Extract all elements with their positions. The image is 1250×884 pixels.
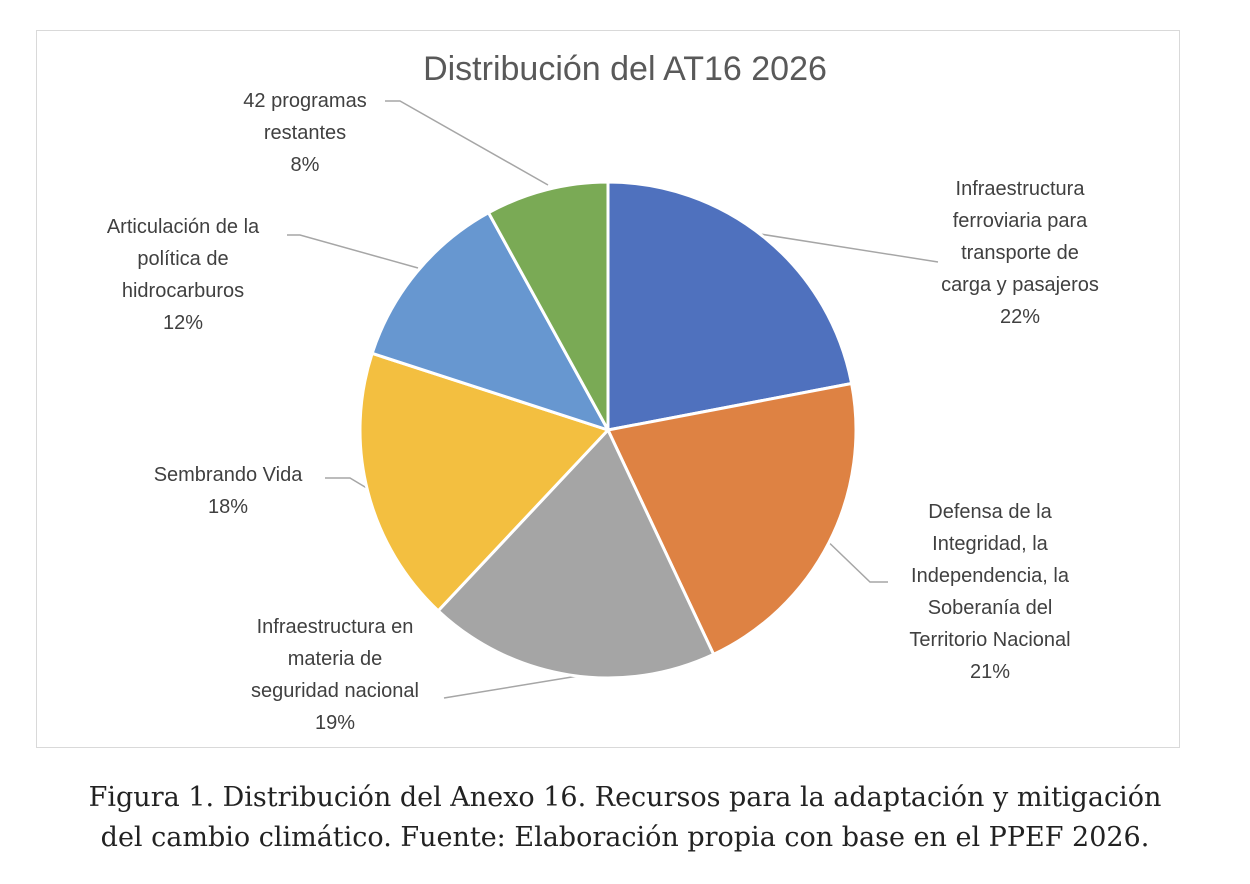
leader-line-ferroviaria (759, 233, 939, 263)
slice-label-defensa: Defensa de la Integridad, la Independenc… (909, 501, 1071, 683)
leader-line-seguridad (443, 675, 579, 699)
pie-slice-sembrando-vida (358, 351, 610, 613)
figure-caption: Figura 1. Distribución del Anexo 16. Rec… (0, 778, 1250, 858)
slice-label-ferroviaria: Infraestructura ferroviaria para transpo… (941, 178, 1099, 328)
pie-slices (358, 180, 858, 680)
slice-label-hidrocarburos: Articulación de la política de hidrocarb… (106, 216, 260, 334)
slice-label-seguridad: Infraestructura en materia de seguridad … (251, 616, 419, 734)
chart-title: Distribución del AT16 2026 (423, 50, 827, 88)
caption-line: Figura 1. Distribución del Anexo 16. Rec… (88, 782, 1162, 813)
leader-line-sembrando-vida (325, 477, 371, 491)
pie-slice-restantes (487, 180, 610, 432)
pie-slice-seguridad (436, 428, 716, 680)
pie-slice-hidrocarburos (370, 211, 610, 432)
slice-label-restantes: 42 programas restantes 8% (243, 90, 367, 176)
leader-line-hidrocarburos (287, 234, 419, 269)
leader-line-restantes (385, 100, 549, 186)
leader-lines (287, 100, 939, 699)
pie-slice-defensa (606, 382, 858, 656)
pie-slice-ferroviaria (606, 180, 854, 432)
caption-line: del cambio climático. Fuente: Elaboració… (100, 822, 1150, 853)
slice-label-sembrando-vida: Sembrando Vida 18% (153, 464, 303, 518)
leader-line-defensa (817, 531, 888, 583)
